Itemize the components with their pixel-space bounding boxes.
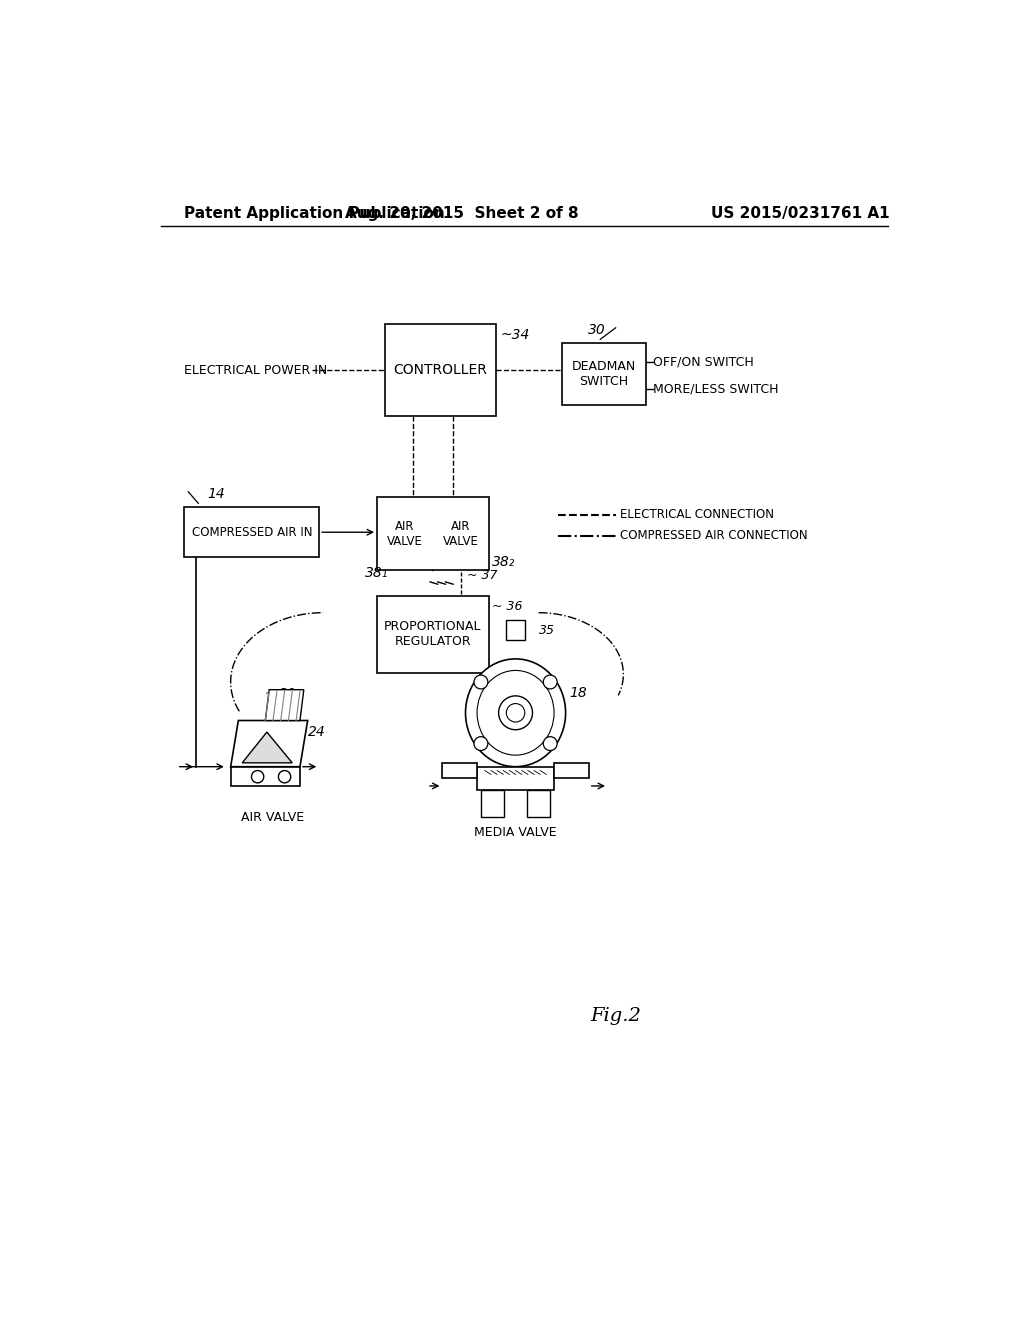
Text: AIR
VALVE: AIR VALVE bbox=[442, 520, 478, 548]
Text: DEADMAN
SWITCH: DEADMAN SWITCH bbox=[572, 360, 636, 388]
Circle shape bbox=[474, 675, 487, 689]
Text: Aug. 20, 2015  Sheet 2 of 8: Aug. 20, 2015 Sheet 2 of 8 bbox=[345, 206, 579, 222]
Text: ~ 36: ~ 36 bbox=[493, 599, 523, 612]
Text: AIR VALVE: AIR VALVE bbox=[242, 810, 304, 824]
Ellipse shape bbox=[477, 671, 554, 755]
Text: Fig.2: Fig.2 bbox=[590, 1007, 641, 1024]
Bar bbox=[377, 498, 488, 570]
Text: 30: 30 bbox=[588, 323, 605, 337]
Bar bbox=[377, 595, 488, 673]
Circle shape bbox=[499, 696, 532, 730]
Circle shape bbox=[252, 771, 264, 783]
Text: 38₁: 38₁ bbox=[366, 565, 389, 579]
Text: 14: 14 bbox=[208, 487, 225, 502]
Circle shape bbox=[506, 704, 524, 722]
Text: 24: 24 bbox=[307, 725, 326, 739]
Text: PROPORTIONAL
REGULATOR: PROPORTIONAL REGULATOR bbox=[384, 620, 481, 648]
Text: ELECTRICAL CONNECTION: ELECTRICAL CONNECTION bbox=[620, 508, 773, 521]
Text: COMPRESSED AIR IN: COMPRESSED AIR IN bbox=[191, 525, 312, 539]
Circle shape bbox=[544, 737, 557, 751]
Bar bbox=[184, 507, 319, 557]
Bar bbox=[506, 620, 524, 640]
Text: COMPRESSED AIR CONNECTION: COMPRESSED AIR CONNECTION bbox=[620, 529, 807, 543]
Text: 35: 35 bbox=[539, 624, 555, 638]
Text: ELECTRICAL POWER IN: ELECTRICAL POWER IN bbox=[184, 363, 328, 376]
Bar bbox=[385, 323, 497, 416]
Bar bbox=[442, 763, 477, 779]
Text: Patent Application Publication: Patent Application Publication bbox=[184, 206, 445, 222]
Bar bbox=[477, 767, 554, 789]
Circle shape bbox=[544, 675, 557, 689]
Text: OFF/ON SWITCH: OFF/ON SWITCH bbox=[652, 356, 754, 370]
Polygon shape bbox=[243, 733, 292, 763]
Bar bbox=[562, 343, 646, 405]
Bar bbox=[481, 789, 504, 817]
Polygon shape bbox=[265, 689, 304, 721]
Bar bbox=[527, 789, 550, 817]
Text: US 2015/0231761 A1: US 2015/0231761 A1 bbox=[711, 206, 890, 222]
Text: MEDIA VALVE: MEDIA VALVE bbox=[474, 826, 557, 840]
Text: 18: 18 bbox=[569, 686, 587, 701]
Text: ~34: ~34 bbox=[500, 327, 529, 342]
Circle shape bbox=[279, 771, 291, 783]
Ellipse shape bbox=[466, 659, 565, 767]
Text: CONTROLLER: CONTROLLER bbox=[393, 363, 487, 378]
Text: AIR
VALVE: AIR VALVE bbox=[387, 520, 423, 548]
Bar bbox=[554, 763, 589, 779]
Circle shape bbox=[474, 737, 487, 751]
Polygon shape bbox=[230, 721, 307, 767]
Text: MORE/LESS SWITCH: MORE/LESS SWITCH bbox=[652, 383, 778, 396]
Polygon shape bbox=[230, 767, 300, 785]
Text: 38₂: 38₂ bbox=[493, 556, 516, 569]
Text: ~ 37: ~ 37 bbox=[467, 569, 498, 582]
Text: ~ 39: ~ 39 bbox=[265, 688, 296, 701]
